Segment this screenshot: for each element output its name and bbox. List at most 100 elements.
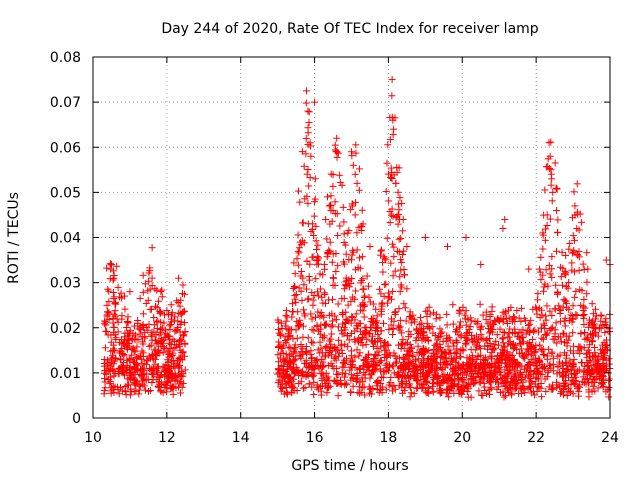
data-point [509, 313, 517, 321]
data-point [295, 244, 303, 252]
data-point [362, 341, 370, 349]
data-point [164, 310, 172, 318]
data-point [543, 222, 551, 230]
data-point [176, 354, 184, 362]
data-point [104, 356, 112, 364]
data-point [179, 332, 187, 340]
data-point [501, 215, 509, 223]
data-point [137, 365, 145, 373]
data-point [304, 334, 312, 342]
data-point [153, 304, 161, 312]
data-point [379, 319, 387, 327]
x-tick-label: 10 [84, 430, 102, 446]
data-point [372, 378, 380, 386]
x-tick-label: 18 [380, 430, 398, 446]
data-point [110, 310, 118, 318]
data-point [457, 318, 465, 326]
data-point [571, 293, 579, 301]
data-point [300, 162, 308, 170]
data-point [141, 333, 149, 341]
data-point [102, 318, 110, 326]
data-point [360, 293, 368, 301]
data-point [381, 281, 389, 289]
data-point [145, 342, 153, 350]
data-point [499, 224, 507, 232]
data-point [548, 175, 556, 183]
data-point [332, 267, 340, 275]
data-point [388, 76, 396, 84]
data-point [165, 353, 173, 361]
data-point [325, 202, 333, 210]
data-point [107, 261, 115, 269]
data-point [124, 334, 132, 342]
data-point [498, 335, 506, 343]
data-point [124, 319, 132, 327]
data-point [153, 286, 161, 294]
data-point [318, 312, 326, 320]
data-point [176, 328, 184, 336]
data-point [399, 227, 407, 235]
data-point [399, 215, 407, 223]
y-tick-label: 0.03 [50, 276, 81, 292]
data-point [144, 375, 152, 383]
data-point [111, 347, 119, 355]
data-point [547, 325, 555, 333]
data-point [131, 322, 139, 330]
data-point [383, 299, 391, 307]
data-point [120, 351, 128, 359]
data-point [114, 283, 122, 291]
data-point [570, 236, 578, 244]
data-point [117, 347, 125, 355]
data-point [547, 166, 555, 174]
data-point [144, 387, 152, 395]
data-point [416, 314, 424, 322]
data-point [167, 363, 175, 371]
data-point [382, 386, 390, 394]
data-point [161, 311, 169, 319]
data-point [309, 372, 317, 380]
data-point [132, 360, 140, 368]
data-point [139, 338, 147, 346]
data-point [349, 161, 357, 169]
data-point [589, 382, 597, 390]
data-point [457, 353, 465, 361]
x-tick-label: 16 [306, 430, 324, 446]
data-point [444, 243, 452, 251]
data-point [360, 313, 368, 321]
data-point [575, 266, 583, 274]
data-point [425, 303, 433, 311]
data-point [539, 245, 547, 253]
data-point [340, 218, 348, 226]
data-point [476, 300, 484, 308]
data-point [602, 256, 610, 264]
data-point [379, 268, 387, 276]
data-point [308, 326, 316, 334]
data-point [310, 326, 318, 334]
data-point [400, 300, 408, 308]
data-point [104, 308, 112, 316]
data-point [175, 361, 183, 369]
data-point [181, 319, 189, 327]
data-point [518, 304, 526, 312]
data-point [327, 170, 335, 178]
data-point [534, 296, 542, 304]
data-point [107, 389, 115, 397]
data-point [403, 285, 411, 293]
data-point [526, 320, 534, 328]
data-point [139, 310, 147, 318]
data-point [559, 281, 567, 289]
data-point [386, 219, 394, 227]
data-point [144, 296, 152, 304]
data-point [395, 235, 403, 243]
data-point [143, 357, 151, 365]
data-point [158, 340, 166, 348]
y-tick-labels: 0 0.01 0.02 0.03 0.04 0.05 0.06 0.07 0.08 [50, 50, 81, 427]
data-point [356, 349, 364, 357]
data-point [425, 323, 433, 331]
data-point [540, 320, 548, 328]
data-point [299, 384, 307, 392]
y-tick-label: 0.05 [50, 185, 81, 201]
data-point [584, 265, 592, 273]
data-point [562, 252, 570, 260]
data-point [462, 307, 470, 315]
